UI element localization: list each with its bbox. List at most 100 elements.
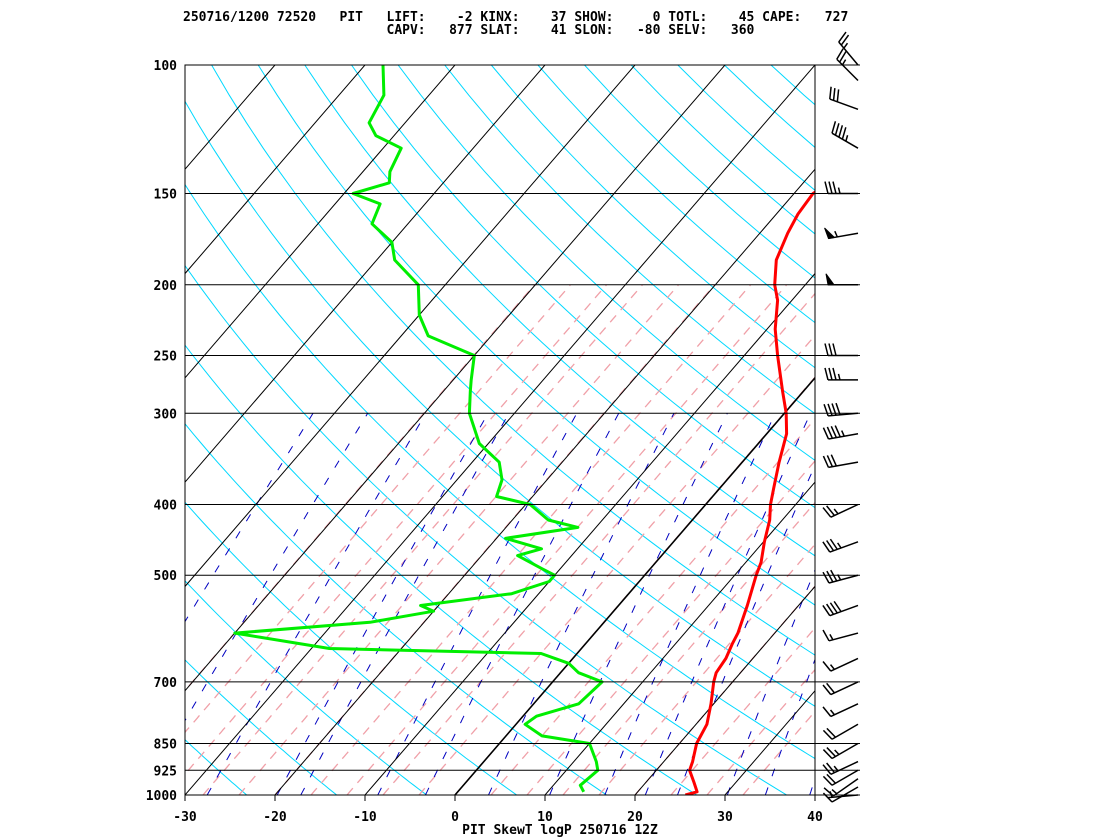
dry-adiabat [864, 65, 1120, 795]
dry-adiabat [958, 65, 1120, 795]
moist-adiabat [706, 668, 815, 795]
mixing-ratio-line [488, 413, 675, 795]
dry-adiabat [185, 501, 517, 795]
plot-frame [184, 64, 816, 796]
wind-barb [822, 503, 859, 518]
dry-adiabat [351, 65, 815, 509]
moist-adiabat [418, 334, 815, 795]
pressure-tick-label: 200 [154, 279, 178, 294]
mixing-ratio-line [276, 413, 489, 795]
mixing-ratio-line [206, 413, 427, 795]
temperature-tick-label: 0 [451, 810, 459, 825]
isotherm [0, 32, 124, 811]
pressure-tick-label: 500 [154, 569, 178, 584]
moist-adiabat [598, 543, 815, 795]
moist-adiabat [202, 284, 643, 795]
pressure-axis-labels: 100 150 200 250 300 400 500 700 850 925 1000 [146, 59, 177, 804]
mixing-ratio-line [185, 413, 369, 722]
temperature-tick-label: 20 [627, 810, 643, 825]
moist-adiabats [185, 284, 815, 795]
pressure-tick-label: 925 [154, 764, 177, 779]
mixing-ratio-line [424, 413, 620, 795]
isotherm [0, 32, 34, 811]
wind-barb [824, 343, 858, 357]
moist-adiabat [742, 710, 815, 795]
isotherm [185, 65, 186, 66]
pressure-tick-label: 250 [154, 349, 178, 364]
wind-barb [829, 86, 859, 111]
isotherm [634, 585, 815, 795]
isotherm [185, 65, 636, 588]
dry-adiabat [211, 65, 815, 656]
moist-adiabat [238, 284, 679, 795]
wind-barb [822, 657, 859, 672]
pressure-tick-label: 100 [154, 59, 178, 74]
mixing-ratio-line [644, 413, 811, 795]
wind-barb [824, 367, 858, 381]
mixing-ratio-line [300, 413, 510, 795]
wind-barb [824, 181, 858, 195]
isotherm [724, 689, 815, 795]
wind-barb [824, 227, 859, 240]
wind-barb [822, 742, 859, 760]
dry-adiabat [185, 739, 248, 795]
isotherm [185, 65, 456, 379]
pressure-tick-label: 700 [154, 676, 178, 691]
isotherms [0, 32, 815, 811]
mixing-ratio-line [377, 413, 578, 795]
wind-barb [831, 121, 859, 149]
moist-adiabat [526, 459, 815, 795]
isotherm [544, 481, 815, 795]
wind-barb [822, 681, 859, 696]
pressure-tick-label: 1000 [146, 789, 177, 804]
temperature-tick-label: 40 [807, 810, 823, 825]
isotherm [185, 65, 276, 171]
wind-barb [822, 723, 859, 740]
dry-adiabat [185, 183, 815, 760]
wind-barb [822, 786, 859, 803]
header-line-1: 250716/1200 72520 PIT LIFT: -2 KINX: 37 … [183, 10, 848, 25]
dry-adiabat [185, 580, 427, 795]
wind-barb [822, 760, 859, 775]
mixing-ratio-lines [185, 413, 815, 795]
dry-adiabat [257, 65, 815, 606]
isotherm [185, 65, 546, 483]
dry-adiabat [185, 423, 607, 795]
dry-adiabat [630, 65, 815, 235]
wind-barb [822, 538, 859, 553]
wind-barb [822, 703, 859, 718]
isotherm [364, 272, 815, 795]
isobar-lines [185, 64, 860, 796]
moist-adiabat [562, 501, 815, 795]
plot-border [184, 64, 816, 796]
moist-adiabat [490, 418, 815, 795]
wind-barb [822, 629, 859, 642]
pressure-tick-label: 300 [154, 407, 178, 422]
wind-barb [822, 600, 859, 617]
dry-adiabat [185, 100, 815, 707]
wind-barb [822, 769, 859, 786]
pressure-tick-label: 400 [154, 499, 178, 514]
isotherm [274, 168, 815, 795]
chart-title: PIT SkewT logP 250716 12Z [462, 823, 658, 838]
moist-adiabat [346, 284, 788, 795]
temperature-tick-label: 30 [717, 810, 733, 825]
temperature-tick-label: -30 [173, 810, 197, 825]
mixing-ratio-line [726, 568, 815, 795]
dry-adiabat [818, 65, 1120, 795]
isotherm [185, 65, 815, 795]
dry-adiabat [397, 65, 815, 461]
wind-barb [823, 402, 859, 417]
moist-adiabat [185, 284, 607, 776]
mixing-ratio-line [604, 413, 776, 795]
dry-adiabat [911, 65, 1120, 795]
temperature-profile [685, 190, 815, 795]
moist-adiabat [382, 292, 815, 795]
isotherm [185, 65, 366, 275]
pressure-tick-label: 850 [154, 737, 178, 752]
mixing-ratio-line [549, 413, 728, 795]
pressure-tick-label: 150 [154, 188, 178, 203]
temperature-tick-label: 10 [537, 810, 553, 825]
moist-adiabat [670, 626, 815, 795]
isotherm [453, 376, 815, 795]
